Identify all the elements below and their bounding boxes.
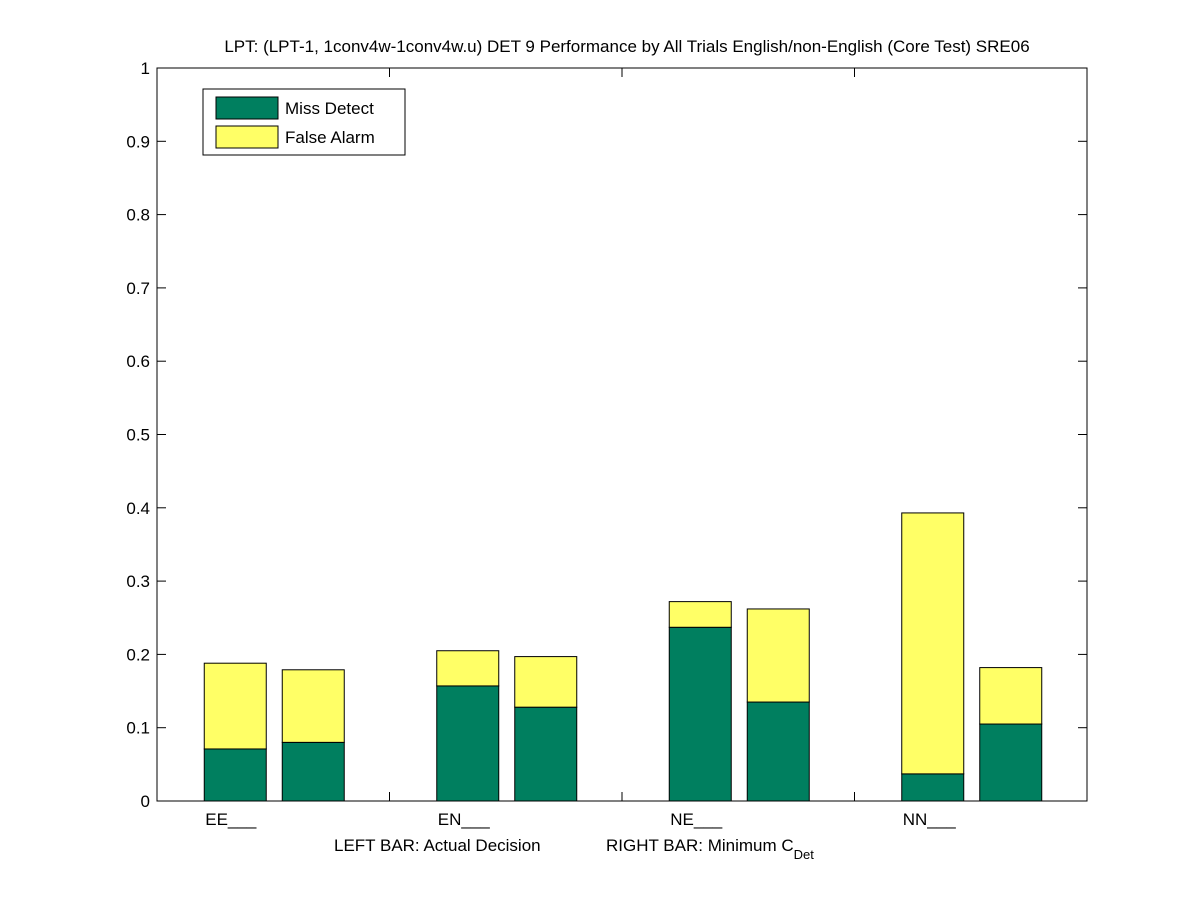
bar-ne-actual-miss-detect: [668, 626, 732, 802]
y-tick-label: 0.1: [126, 719, 150, 738]
bar-en-minimum-miss-detect: [514, 706, 578, 802]
y-tick-labels: 0 0.1 0.2 0.3 0.4 0.5 0.6 0.7 0.8 0.9 1: [126, 59, 150, 811]
plot-frame: [156, 67, 1088, 802]
bar-nn-minimum-false-alarm: [979, 667, 1043, 725]
bar-ee-actual-false-alarm: [203, 662, 267, 750]
bar-group: [203, 512, 1043, 802]
y-tick-label: 0.8: [126, 206, 150, 225]
y-tick-label: 1: [141, 59, 150, 78]
x-tick-label-ne: NE___: [670, 810, 723, 829]
bar-ee-actual-miss-detect: [203, 748, 267, 802]
x-axis-label-right: RIGHT BAR: Minimum CDet: [606, 836, 814, 862]
bar-nn-actual-miss-detect: [901, 773, 965, 802]
bar-ee-minimum-miss-detect: [281, 741, 345, 802]
y-tick-label: 0.6: [126, 352, 150, 371]
y-tick-label: 0.4: [126, 499, 150, 518]
y-tick-label: 0.2: [126, 645, 150, 664]
bar-ne-minimum-false-alarm: [746, 608, 810, 703]
bar-en-minimum-false-alarm: [514, 656, 578, 708]
bar-en-actual-miss-detect: [436, 685, 500, 802]
y-tick-label: 0.5: [126, 426, 150, 445]
y-tick-label: 0: [141, 792, 150, 811]
legend-swatch-false-alarm: [215, 125, 279, 149]
x-tick-label-nn: NN___: [903, 810, 956, 829]
bar-ee-minimum-false-alarm: [281, 669, 345, 743]
chart-title: LPT: (LPT-1, 1conv4w-1conv4w.u) DET 9 Pe…: [224, 37, 1029, 56]
y-tick-label: 0.7: [126, 279, 150, 298]
legend-swatch-miss-detect: [215, 96, 279, 120]
x-tick-label-en: EN___: [438, 810, 491, 829]
bar-ne-actual-false-alarm: [668, 601, 732, 628]
legend: Miss Detect False Alarm: [202, 88, 406, 156]
x-axis-label-right-prefix: RIGHT BAR: Minimum C: [606, 836, 794, 855]
x-axis-label-left: LEFT BAR: Actual Decision: [334, 836, 541, 855]
bar-nn-minimum-miss-detect: [979, 723, 1043, 802]
bar-ne-minimum-miss-detect: [746, 701, 810, 802]
y-tick-label: 0.9: [126, 132, 150, 151]
y-tick-label: 0.3: [126, 572, 150, 591]
bar-nn-actual-false-alarm: [901, 512, 965, 775]
x-axis-label-right-subscript: Det: [794, 847, 815, 862]
legend-label-miss-detect: Miss Detect: [285, 99, 374, 118]
x-tick-label-ee: EE___: [205, 810, 257, 829]
x-tick-labels: EE___ EN___ NE___ NN___: [205, 810, 956, 829]
bar-en-actual-false-alarm: [436, 650, 500, 687]
legend-label-false-alarm: False Alarm: [285, 128, 375, 147]
